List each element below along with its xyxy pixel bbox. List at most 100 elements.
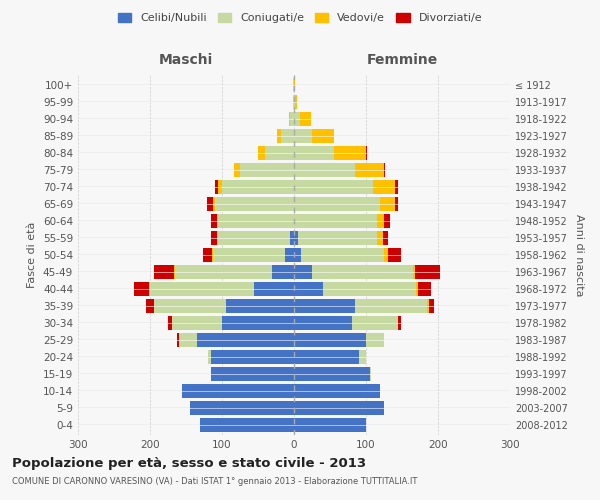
Bar bbox=[172, 316, 222, 330]
Bar bbox=[359, 350, 366, 364]
Bar bbox=[149, 282, 150, 296]
Bar bbox=[428, 299, 434, 313]
Bar bbox=[418, 282, 431, 296]
Bar bbox=[289, 112, 290, 126]
Bar bbox=[416, 282, 418, 296]
Bar bbox=[281, 129, 294, 143]
Bar bbox=[398, 316, 401, 330]
Bar bbox=[294, 367, 370, 381]
Bar bbox=[222, 316, 294, 330]
Bar bbox=[294, 384, 380, 398]
Bar bbox=[217, 214, 218, 228]
Bar bbox=[200, 418, 294, 432]
Bar bbox=[298, 231, 377, 245]
Bar bbox=[218, 231, 290, 245]
Bar bbox=[182, 384, 294, 398]
Bar bbox=[323, 282, 416, 296]
Bar bbox=[254, 282, 294, 296]
Bar bbox=[197, 333, 294, 347]
Bar bbox=[168, 316, 172, 330]
Bar bbox=[384, 248, 388, 262]
Bar bbox=[212, 248, 214, 262]
Bar bbox=[215, 180, 218, 194]
Bar bbox=[294, 180, 373, 194]
Bar bbox=[258, 146, 265, 160]
Bar bbox=[134, 282, 149, 296]
Bar bbox=[294, 265, 312, 279]
Bar bbox=[334, 146, 366, 160]
Bar bbox=[294, 95, 295, 109]
Bar bbox=[312, 129, 334, 143]
Legend: Celibi/Nubili, Coniugati/e, Vedovi/e, Divorziati/e: Celibi/Nubili, Coniugati/e, Vedovi/e, Di… bbox=[113, 8, 487, 28]
Bar bbox=[146, 299, 154, 313]
Bar bbox=[222, 180, 294, 194]
Bar bbox=[179, 333, 197, 347]
Bar bbox=[277, 129, 281, 143]
Bar bbox=[370, 367, 371, 381]
Y-axis label: Fasce di età: Fasce di età bbox=[28, 222, 37, 288]
Bar bbox=[211, 214, 217, 228]
Bar bbox=[395, 180, 398, 194]
Bar bbox=[211, 350, 294, 364]
Bar bbox=[294, 78, 295, 92]
Bar bbox=[427, 299, 428, 313]
Bar bbox=[154, 265, 174, 279]
Bar bbox=[294, 350, 359, 364]
Bar bbox=[301, 248, 384, 262]
Bar bbox=[294, 401, 384, 415]
Bar bbox=[211, 231, 217, 245]
Bar bbox=[154, 299, 226, 313]
Bar bbox=[294, 231, 298, 245]
Bar bbox=[203, 248, 212, 262]
Bar bbox=[413, 265, 415, 279]
Bar bbox=[293, 95, 294, 109]
Bar bbox=[211, 367, 294, 381]
Bar bbox=[290, 231, 294, 245]
Bar bbox=[373, 180, 395, 194]
Bar bbox=[234, 163, 240, 177]
Bar bbox=[377, 214, 384, 228]
Bar bbox=[415, 265, 440, 279]
Bar bbox=[290, 112, 294, 126]
Bar bbox=[286, 248, 294, 262]
Bar bbox=[218, 180, 222, 194]
Bar bbox=[294, 333, 366, 347]
Bar bbox=[294, 282, 323, 296]
Bar bbox=[294, 146, 334, 160]
Bar bbox=[300, 112, 311, 126]
Bar bbox=[352, 316, 398, 330]
Bar bbox=[355, 163, 384, 177]
Bar bbox=[294, 299, 355, 313]
Bar bbox=[215, 197, 294, 211]
Bar bbox=[395, 197, 398, 211]
Bar bbox=[178, 333, 179, 347]
Bar bbox=[294, 129, 312, 143]
Bar bbox=[294, 163, 355, 177]
Text: COMUNE DI CARONNO VARESINO (VA) - Dati ISTAT 1° gennaio 2013 - Elaborazione TUTT: COMUNE DI CARONNO VARESINO (VA) - Dati I… bbox=[12, 478, 418, 486]
Bar bbox=[150, 282, 254, 296]
Bar bbox=[294, 248, 301, 262]
Bar bbox=[212, 197, 215, 211]
Bar bbox=[388, 248, 401, 262]
Bar bbox=[218, 214, 294, 228]
Bar bbox=[295, 95, 297, 109]
Bar bbox=[293, 78, 294, 92]
Bar bbox=[190, 401, 294, 415]
Bar bbox=[217, 231, 218, 245]
Bar bbox=[294, 418, 366, 432]
Bar bbox=[366, 333, 384, 347]
Bar bbox=[174, 265, 175, 279]
Bar bbox=[383, 231, 388, 245]
Bar bbox=[294, 197, 380, 211]
Bar bbox=[226, 299, 294, 313]
Text: Maschi: Maschi bbox=[159, 52, 213, 66]
Text: Popolazione per età, sesso e stato civile - 2013: Popolazione per età, sesso e stato civil… bbox=[12, 458, 366, 470]
Y-axis label: Anni di nascita: Anni di nascita bbox=[574, 214, 584, 296]
Bar bbox=[207, 197, 212, 211]
Bar bbox=[355, 299, 427, 313]
Bar bbox=[175, 265, 272, 279]
Text: Femmine: Femmine bbox=[367, 52, 437, 66]
Bar bbox=[384, 163, 385, 177]
Bar bbox=[294, 112, 300, 126]
Bar bbox=[214, 248, 286, 262]
